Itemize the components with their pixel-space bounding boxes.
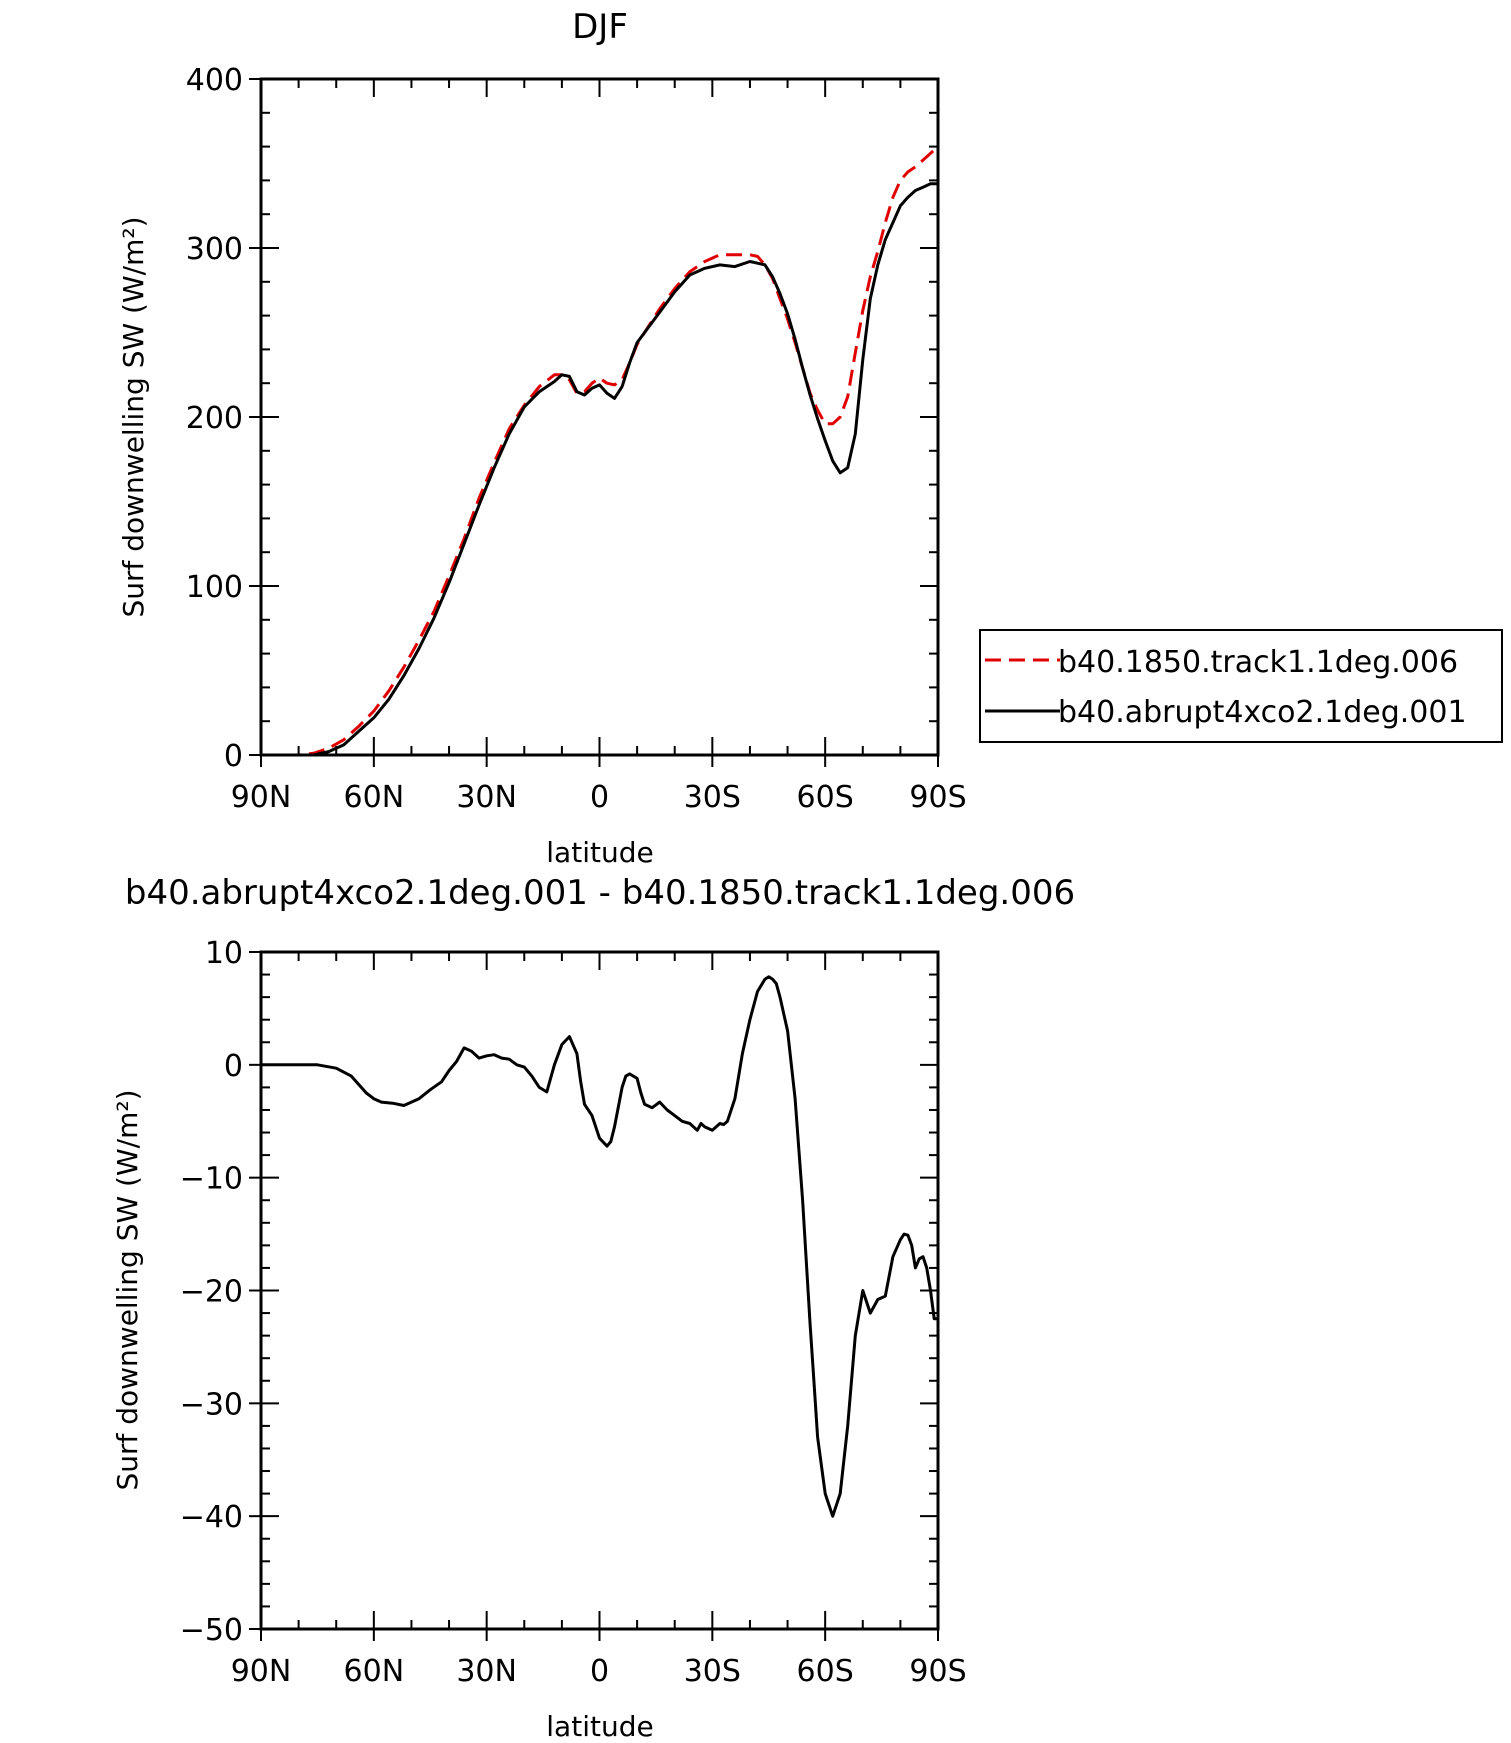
- bottom-y-tick-label: 10: [205, 936, 243, 971]
- bottom-ticks: [249, 951, 939, 1641]
- top-x-tick-label: 60S: [797, 780, 854, 815]
- top-ticks: [249, 78, 939, 767]
- top-y-tick-label: 100: [186, 570, 243, 605]
- bottom-y-tick-label: −30: [180, 1387, 243, 1422]
- bottom-chart: b40.abrupt4xco2.1deg.001 - b40.1850.trac…: [111, 873, 1075, 1743]
- bottom-series-line-0: [261, 975, 938, 1518]
- bottom-x-tick-label: 0: [590, 1654, 609, 1689]
- top-x-tick-label: 0: [590, 780, 609, 815]
- top-chart-title: DJF: [572, 7, 628, 47]
- top-y-tick-labels: 0 100 200 300 400: [186, 63, 243, 774]
- bottom-x-axis-label: latitude: [546, 1710, 653, 1743]
- top-y-tick-label: 300: [186, 232, 243, 267]
- bottom-x-tick-label: 30S: [684, 1654, 741, 1689]
- bottom-y-tick-label: 0: [224, 1049, 243, 1084]
- top-x-tick-label: 90N: [231, 780, 292, 815]
- top-series-line-0: [261, 145, 940, 757]
- legend-box: [979, 629, 1503, 743]
- top-x-axis-label: latitude: [546, 836, 653, 869]
- legend-label-1850: b40.1850.track1.1deg.006: [1058, 645, 1458, 680]
- top-x-tick-label: 30S: [684, 780, 741, 815]
- bottom-x-tick-labels: 90N 60N 30N 0 30S 60S 90S: [231, 1654, 967, 1689]
- bottom-y-axis-label: Surf downwelling SW (W/m²): [111, 1089, 144, 1490]
- bottom-x-tick-label: 90N: [231, 1654, 292, 1689]
- top-y-axis-label: Surf downwelling SW (W/m²): [117, 216, 150, 617]
- top-x-tick-label: 90S: [909, 780, 966, 815]
- top-series-lines: [261, 145, 940, 757]
- bottom-chart-title: b40.abrupt4xco2.1deg.001 - b40.1850.trac…: [125, 873, 1075, 913]
- bottom-y-tick-label: −10: [180, 1162, 243, 1197]
- legend: b40.1850.track1.1deg.006 b40.abrupt4xco2…: [979, 629, 1503, 743]
- bottom-y-tick-label: −50: [180, 1613, 243, 1648]
- bottom-x-tick-label: 90S: [909, 1654, 966, 1689]
- top-x-tick-label: 60N: [344, 780, 405, 815]
- bottom-y-tick-label: −40: [180, 1500, 243, 1535]
- top-y-tick-label: 0: [224, 739, 243, 774]
- top-plot-frame: [259, 77, 940, 757]
- bottom-plot-frame: [259, 950, 940, 1631]
- top-series-line-1: [261, 182, 938, 757]
- bottom-x-tick-label: 60S: [797, 1654, 854, 1689]
- top-y-tick-label: 200: [186, 401, 243, 436]
- top-x-tick-label: 30N: [456, 780, 517, 815]
- top-y-tick-label: 400: [186, 63, 243, 98]
- bottom-y-tick-label: −20: [180, 1275, 243, 1310]
- bottom-x-tick-label: 60N: [344, 1654, 405, 1689]
- top-chart: DJF 0 100 200 300 400 90N 60N 30N 0 30S 60S 90S la…: [117, 7, 1503, 869]
- bottom-y-tick-labels: 10 0 −10 −20 −30 −40 −50: [180, 936, 243, 1648]
- bottom-x-tick-label: 30N: [456, 1654, 517, 1689]
- legend-label-abrupt4xco2: b40.abrupt4xco2.1deg.001: [1058, 695, 1467, 730]
- bottom-series-lines: [261, 975, 938, 1518]
- top-x-tick-labels: 90N 60N 30N 0 30S 60S 90S: [231, 780, 967, 815]
